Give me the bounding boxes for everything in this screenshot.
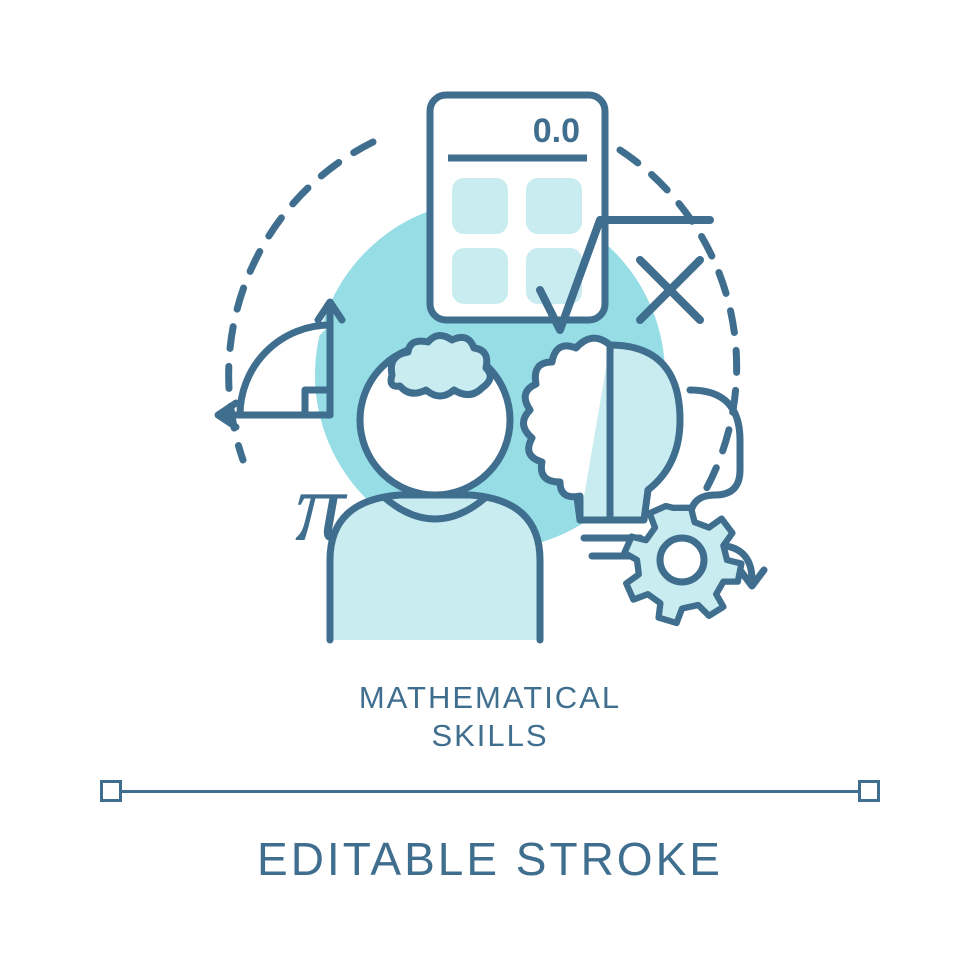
title-line1: MATHEMATICAL xyxy=(0,680,980,716)
divider-endcap-right xyxy=(858,780,880,802)
calculator-display: 0.0 xyxy=(533,112,580,150)
divider-endcap-left xyxy=(100,780,122,802)
divider xyxy=(100,780,880,802)
math-skills-concept-icon: 0.0 π xyxy=(0,0,980,660)
title-line2: SKILLS xyxy=(0,718,980,754)
divider-line xyxy=(122,790,858,793)
gear-icon xyxy=(624,506,741,623)
subtitle: EDITABLE STROKE xyxy=(0,832,980,886)
